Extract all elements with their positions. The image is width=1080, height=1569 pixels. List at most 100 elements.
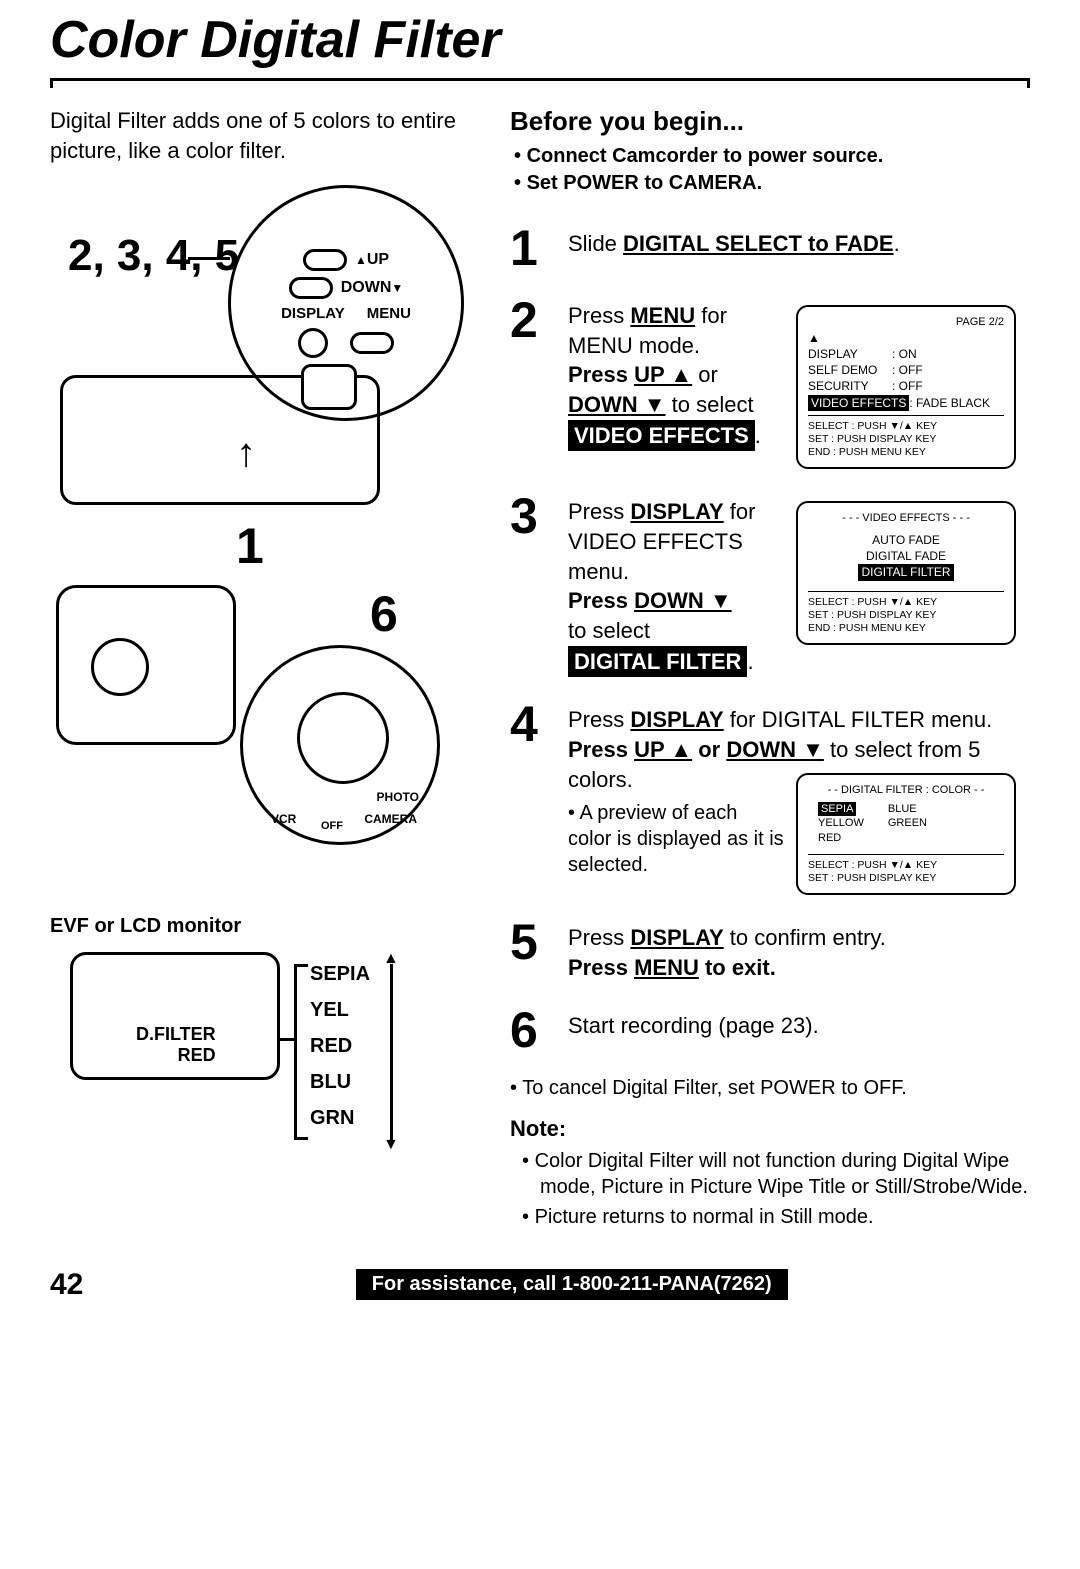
step6-callout-num: 6 [370,585,398,643]
cancel-note: To cancel Digital Filter, set POWER to O… [510,1077,1030,1100]
step-key: UP ▲ [634,362,692,387]
step-group-label: 2, 3, 4, 5 [68,231,239,281]
note-heading: Note: [510,1116,1030,1142]
before-item: Connect Camcorder to power source. [514,143,1030,170]
step-2: 2 PAGE 2/2 ▲ DISPLAY: ON SELF DEMO: OFF … [510,295,1030,469]
step-text: Press [568,362,634,387]
osd-key: SECURITY [808,378,892,394]
menu-label: MENU [367,305,411,322]
step-key: DOWN ▼ [634,588,732,613]
color-list: SEPIA YEL RED BLU GRN [310,956,370,1136]
step-key: DISPLAY [630,707,723,732]
assistance-wrap: For assistance, call 1-800-211-PANA(7262… [113,1269,1030,1300]
page-title: Color Digital Filter [50,10,1030,70]
up-button-icon [303,249,347,271]
intro-text: Digital Filter adds one of 5 colors to e… [50,106,480,165]
evf-line2: RED [136,1045,216,1066]
step-body: - - - VIDEO EFFECTS - - - AUTO FADE DIGI… [568,491,1016,677]
osd-color: BLUE [888,802,927,817]
step-key: DISPLAY [630,499,723,524]
page-footer: 42 For assistance, call 1-800-211-PANA(7… [50,1268,1030,1302]
camcorder-outline-2 [56,585,236,745]
osd-footer: SELECT : PUSH ▼/▲ KEY SET : PUSH DISPLAY… [808,420,1004,459]
step-body: Slide DIGITAL SELECT to FADE. [568,223,1030,273]
step-number: 3 [510,491,554,677]
step-number: 4 [510,699,554,895]
osd-color: GREEN [888,816,927,831]
step-text: . [755,423,761,448]
osd-footer-line: END : PUSH MENU KEY [808,446,1004,459]
step-text: . [894,231,900,256]
color-item: RED [310,1028,370,1064]
osd-footer: SELECT : PUSH ▼/▲ KEY SET : PUSH DISPLAY… [808,596,1004,635]
evf-heading: EVF or LCD monitor [50,915,480,938]
note-list: Color Digital Filter will not function d… [510,1148,1030,1230]
osd-val: : OFF [892,362,923,378]
step-text: Press [568,737,634,762]
osd-footer: SELECT : PUSH ▼/▲ KEY SET : PUSH DISPLAY… [808,859,1004,885]
color-item: GRN [310,1100,370,1136]
osd-footer-line: SET : PUSH DISPLAY KEY [808,872,1004,885]
dial-photo-label: PHOTO [377,790,419,804]
color-item: YEL [310,992,370,1028]
step-highlight: DIGITAL FILTER [568,646,747,678]
step-3: 3 - - - VIDEO EFFECTS - - - AUTO FADE DI… [510,491,1030,677]
osd-color: RED [818,831,864,846]
cancel-text: To cancel Digital Filter, [522,1077,728,1099]
osd-item: AUTO FADE [808,532,1004,548]
step-text: Press [568,925,630,950]
osd-row-highlight: VIDEO EFFECTS: FADE BLACK [808,395,1004,411]
step-text: to confirm entry. [724,925,886,950]
osd-row: DISPLAY: ON [808,346,1004,362]
dial-off-label: OFF [321,820,343,832]
step-number: 2 [510,295,554,469]
step-1: 1 Slide DIGITAL SELECT to FADE. [510,223,1030,273]
evf-line1: D.FILTER [136,1024,216,1045]
step-key: MENU [630,303,695,328]
step-key: MENU [634,955,699,980]
dial-vcr-label: VCR [271,812,296,826]
before-list: Connect Camcorder to power source. Set P… [510,143,1030,197]
note-item: Picture returns to normal in Still mode. [540,1204,1030,1230]
step-number: 5 [510,917,554,982]
step-body: Start recording (page 23). [568,1005,1030,1055]
osd-divider [808,415,1004,416]
display-label: DISPLAY [281,305,345,322]
display-button-icon [298,328,328,358]
cancel-action: POWER to OFF [760,1077,901,1099]
osd-val: : ON [892,346,917,362]
step-key: UP ▲ [634,737,692,762]
step-text: for DIGITAL FILTER menu. [724,707,993,732]
step-text: Slide [568,231,623,256]
osd-divider [808,854,1004,855]
osd-footer-line: SELECT : PUSH ▼/▲ KEY [808,420,1004,433]
page-number: 42 [50,1268,83,1302]
color-item: SEPIA [310,956,370,992]
osd-key: DISPLAY [808,346,892,362]
dial-inner-icon [297,692,389,784]
assistance-box: For assistance, call 1-800-211-PANA(7262… [356,1269,788,1300]
color-item: BLU [310,1064,370,1100]
osd-footer-line: SELECT : PUSH ▼/▲ KEY [808,596,1004,609]
osd-key: SELF DEMO [808,362,892,378]
step-text: Press [568,303,630,328]
right-column: Before you begin... Connect Camcorder to… [510,106,1030,1234]
note-item: Color Digital Filter will not function d… [540,1148,1030,1200]
osd-digital-filter: - - DIGITAL FILTER : COLOR - - SEPIA YEL… [796,773,1016,896]
callout-line [188,257,230,260]
color-bracket-icon [294,964,308,1140]
osd-row: SELF DEMO: OFF [808,362,1004,378]
osd-divider [808,591,1004,592]
osd-title: - - - VIDEO EFFECTS - - - [808,511,1004,526]
arrow-up-icon: ↑ [236,431,256,476]
osd-footer-line: END : PUSH MENU KEY [808,622,1004,635]
osd-item-highlight: DIGITAL FILTER [858,564,953,580]
osd-color-grid: SEPIA YELLOW RED BLUE GREEN [808,798,1004,851]
content-columns: Digital Filter adds one of 5 colors to e… [50,106,1030,1234]
osd-item: DIGITAL FADE [808,548,1004,564]
step-text: or [692,362,718,387]
step-4: 4 Press DISPLAY for DIGITAL FILTER menu.… [510,699,1030,895]
step-number: 1 [510,223,554,273]
title-rule [50,78,1030,88]
osd-video-effects: - - - VIDEO EFFECTS - - - AUTO FADE DIGI… [796,501,1016,645]
